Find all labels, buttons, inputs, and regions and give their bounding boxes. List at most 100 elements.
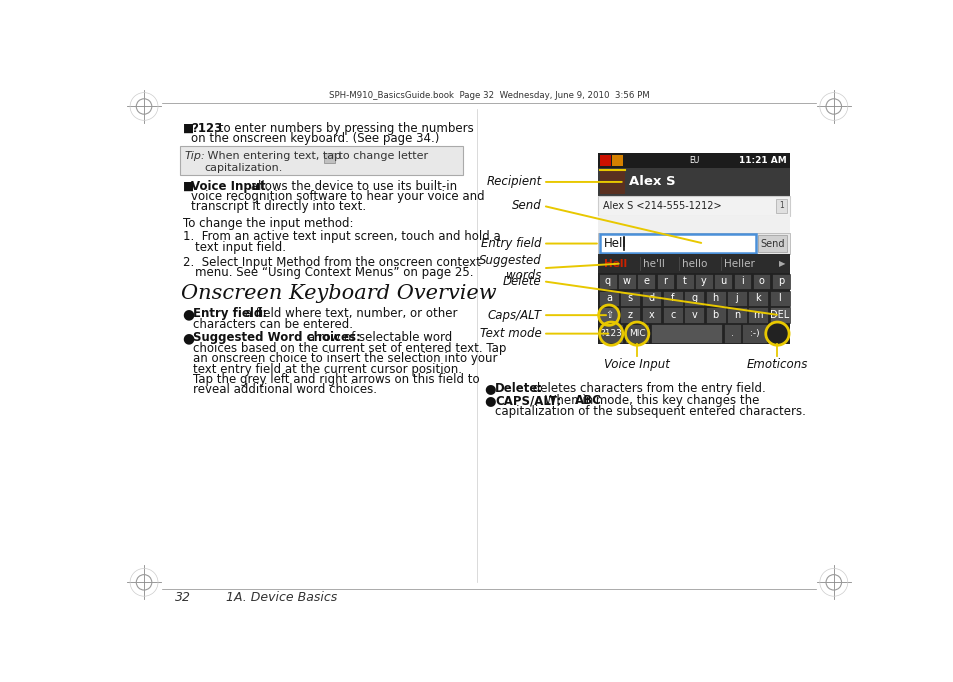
FancyBboxPatch shape bbox=[714, 273, 731, 289]
FancyBboxPatch shape bbox=[612, 155, 622, 166]
FancyBboxPatch shape bbox=[662, 308, 682, 323]
Text: l: l bbox=[778, 293, 781, 303]
Text: he'll: he'll bbox=[642, 258, 664, 269]
FancyBboxPatch shape bbox=[599, 155, 610, 166]
FancyBboxPatch shape bbox=[323, 153, 335, 163]
Text: v: v bbox=[691, 310, 697, 320]
Text: Suggested Word choices:: Suggested Word choices: bbox=[193, 331, 360, 344]
Text: reveal additional word choices.: reveal additional word choices. bbox=[193, 383, 376, 396]
Text: a row of selectable word: a row of selectable word bbox=[304, 331, 453, 344]
FancyBboxPatch shape bbox=[776, 199, 786, 213]
FancyBboxPatch shape bbox=[656, 273, 674, 289]
FancyBboxPatch shape bbox=[598, 196, 790, 216]
Text: z: z bbox=[627, 310, 632, 320]
Text: a field where text, number, or other: a field where text, number, or other bbox=[241, 308, 456, 321]
Text: ●: ● bbox=[484, 394, 500, 407]
Text: Suggested
words: Suggested words bbox=[478, 254, 541, 282]
Text: 1.  From an active text input screen, touch and hold a: 1. From an active text input screen, tou… bbox=[183, 231, 500, 243]
Text: p: p bbox=[777, 276, 783, 286]
Text: transcript it directly into text.: transcript it directly into text. bbox=[192, 201, 366, 213]
Text: When in: When in bbox=[540, 394, 597, 407]
Text: w: w bbox=[622, 276, 630, 286]
Text: voice recognition software to hear your voice and: voice recognition software to hear your … bbox=[192, 190, 484, 203]
Text: deletes characters from the entry field.: deletes characters from the entry field. bbox=[529, 382, 765, 395]
Text: t: t bbox=[682, 276, 686, 286]
Text: i: i bbox=[740, 276, 743, 286]
Text: choices based on the current set of entered text. Tap: choices based on the current set of ente… bbox=[193, 342, 506, 355]
FancyBboxPatch shape bbox=[705, 291, 725, 306]
Text: Emoticons: Emoticons bbox=[746, 357, 807, 370]
Text: Recipient: Recipient bbox=[486, 175, 541, 188]
Text: c: c bbox=[670, 310, 675, 320]
Text: ●: ● bbox=[484, 382, 500, 395]
FancyBboxPatch shape bbox=[726, 291, 746, 306]
Text: 11:21 AM: 11:21 AM bbox=[738, 156, 785, 165]
FancyBboxPatch shape bbox=[599, 170, 624, 194]
FancyBboxPatch shape bbox=[624, 325, 649, 343]
Text: 2.  Select Input Method from the onscreen context: 2. Select Input Method from the onscreen… bbox=[183, 256, 480, 269]
Text: x: x bbox=[648, 310, 654, 320]
Text: CAPS/ALT:: CAPS/ALT: bbox=[495, 394, 560, 407]
Text: Onscreen Keyboard Overview: Onscreen Keyboard Overview bbox=[181, 284, 497, 303]
Text: Text mode: Text mode bbox=[479, 327, 541, 340]
Text: u: u bbox=[720, 276, 725, 286]
Text: ■: ■ bbox=[183, 179, 197, 192]
Text: capitalization of the subsequent entered characters.: capitalization of the subsequent entered… bbox=[495, 405, 805, 418]
FancyBboxPatch shape bbox=[598, 216, 790, 233]
FancyBboxPatch shape bbox=[723, 325, 740, 343]
Text: d: d bbox=[648, 293, 654, 303]
FancyBboxPatch shape bbox=[757, 235, 786, 252]
Text: Delete:: Delete: bbox=[495, 382, 543, 395]
FancyBboxPatch shape bbox=[641, 291, 660, 306]
Text: 1: 1 bbox=[779, 201, 783, 210]
FancyBboxPatch shape bbox=[637, 273, 655, 289]
Text: 1A. Device Basics: 1A. Device Basics bbox=[226, 591, 337, 604]
FancyBboxPatch shape bbox=[599, 235, 756, 253]
Text: Heller: Heller bbox=[723, 258, 754, 269]
Text: MIC: MIC bbox=[628, 329, 645, 338]
Text: Alex S: Alex S bbox=[629, 175, 675, 188]
FancyBboxPatch shape bbox=[598, 273, 616, 289]
FancyBboxPatch shape bbox=[598, 233, 790, 254]
Text: Voice Input: Voice Input bbox=[192, 179, 266, 192]
FancyBboxPatch shape bbox=[598, 308, 618, 323]
Text: q: q bbox=[604, 276, 610, 286]
FancyBboxPatch shape bbox=[752, 273, 770, 289]
FancyBboxPatch shape bbox=[741, 325, 766, 343]
Text: o: o bbox=[758, 276, 763, 286]
Text: Voice Input: Voice Input bbox=[603, 357, 669, 370]
FancyBboxPatch shape bbox=[683, 291, 703, 306]
FancyBboxPatch shape bbox=[683, 308, 703, 323]
Text: Send: Send bbox=[512, 199, 541, 212]
Text: ●: ● bbox=[183, 308, 199, 321]
FancyBboxPatch shape bbox=[641, 308, 660, 323]
Text: Tap the grey left and right arrows on this field to: Tap the grey left and right arrows on th… bbox=[193, 373, 479, 386]
FancyBboxPatch shape bbox=[695, 273, 712, 289]
FancyBboxPatch shape bbox=[705, 308, 725, 323]
Text: EU: EU bbox=[688, 156, 699, 165]
Text: 32: 32 bbox=[174, 591, 191, 604]
Text: hello: hello bbox=[681, 258, 706, 269]
Text: a: a bbox=[605, 293, 611, 303]
Text: Send: Send bbox=[760, 239, 784, 248]
Text: to enter numbers by pressing the numbers: to enter numbers by pressing the numbers bbox=[215, 122, 474, 135]
Text: r: r bbox=[662, 276, 667, 286]
Text: DEL: DEL bbox=[769, 310, 788, 320]
FancyBboxPatch shape bbox=[179, 146, 462, 175]
Text: Entry field: Entry field bbox=[480, 237, 541, 250]
Text: f: f bbox=[671, 293, 674, 303]
Text: characters can be entered.: characters can be entered. bbox=[193, 318, 353, 331]
FancyBboxPatch shape bbox=[598, 153, 790, 168]
Text: menu. See “Using Context Menus” on page 25.: menu. See “Using Context Menus” on page … bbox=[195, 266, 474, 279]
Text: an onscreen choice to insert the selection into your: an onscreen choice to insert the selecti… bbox=[193, 352, 497, 365]
Text: m: m bbox=[753, 310, 762, 320]
FancyBboxPatch shape bbox=[598, 254, 790, 273]
Text: j: j bbox=[735, 293, 738, 303]
FancyBboxPatch shape bbox=[769, 291, 789, 306]
FancyBboxPatch shape bbox=[598, 273, 790, 344]
Text: Entry field:: Entry field: bbox=[193, 308, 267, 321]
FancyBboxPatch shape bbox=[650, 325, 721, 343]
Text: SPH-M910_BasicsGuide.book  Page 32  Wednesday, June 9, 2010  3:56 PM: SPH-M910_BasicsGuide.book Page 32 Wednes… bbox=[328, 91, 649, 100]
Text: text entry field at the current cursor position.: text entry field at the current cursor p… bbox=[193, 363, 461, 376]
Text: to change letter: to change letter bbox=[335, 151, 428, 161]
